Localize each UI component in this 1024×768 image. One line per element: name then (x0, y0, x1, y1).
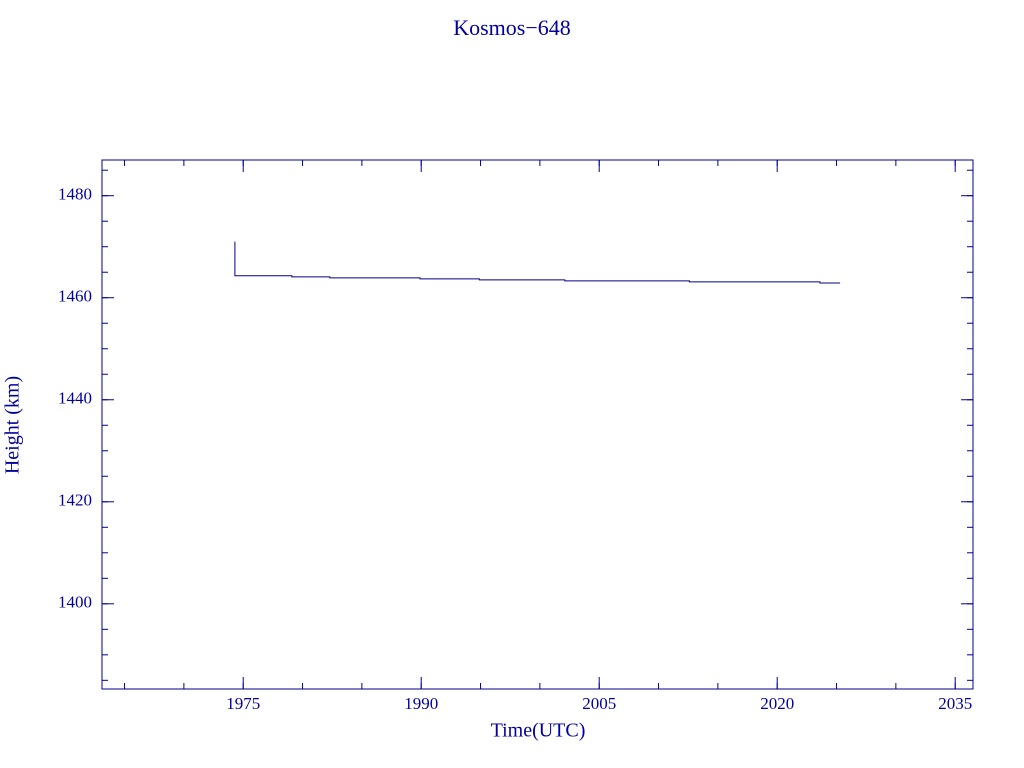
y-tick-label: 1460 (58, 287, 92, 306)
y-tick-label: 1440 (58, 389, 92, 408)
x-tick-label: 1990 (404, 694, 438, 713)
x-tick-label: 1975 (226, 694, 260, 713)
y-tick-label: 1400 (58, 593, 92, 612)
x-tick-label: 2020 (760, 694, 794, 713)
x-tick-label: 2035 (938, 694, 972, 713)
data-line (234, 241, 841, 284)
y-tick-label: 1480 (58, 185, 92, 204)
x-tick-label: 2005 (582, 694, 616, 713)
y-tick-label: 1420 (58, 491, 92, 510)
x-axis-label: Time(UTC) (491, 720, 586, 742)
plot-frame (101, 159, 974, 690)
y-axis-label: Height (km) (2, 376, 24, 474)
chart-title: Kosmos−648 (453, 15, 571, 40)
